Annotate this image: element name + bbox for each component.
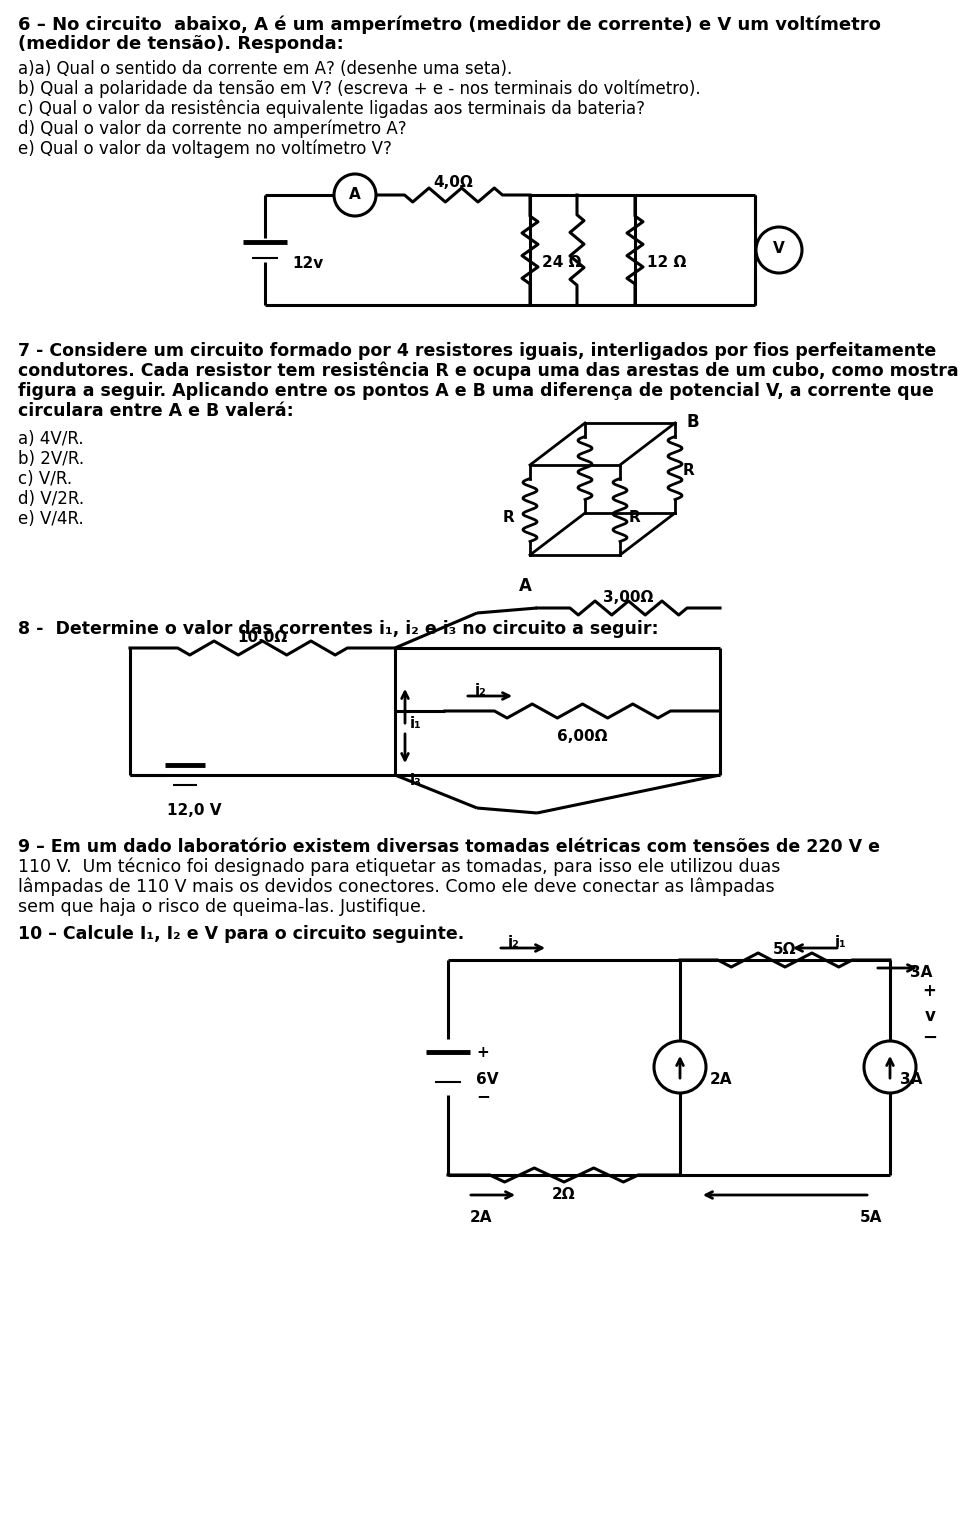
Text: 7 - Considere um circuito formado por 4 resistores iguais, interligados por fios: 7 - Considere um circuito formado por 4 …	[18, 342, 936, 360]
Text: i₂: i₂	[508, 935, 519, 950]
Text: i₂: i₂	[475, 682, 487, 698]
Text: condutores. Cada resistor tem resistência R e ocupa uma das arestas de um cubo, : condutores. Cada resistor tem resistênci…	[18, 362, 960, 380]
Text: 10,0Ω: 10,0Ω	[237, 629, 287, 644]
Text: sem que haja o risco de queima-las. Justifique.: sem que haja o risco de queima-las. Just…	[18, 898, 426, 917]
Text: +: +	[922, 982, 936, 1000]
Text: A: A	[349, 187, 361, 202]
Text: 12v: 12v	[292, 255, 324, 271]
Text: a) 4V/R.: a) 4V/R.	[18, 430, 84, 448]
Text: v: v	[925, 1008, 936, 1024]
Text: 8 -  Determine o valor das correntes i₁, i₂ e i₃ no circuito a seguir:: 8 - Determine o valor das correntes i₁, …	[18, 620, 659, 638]
Text: d) Qual o valor da corrente no amperímetro A?: d) Qual o valor da corrente no amperímet…	[18, 120, 407, 138]
Circle shape	[756, 226, 802, 274]
Text: 6 – No circuito  abaixo, A é um amperímetro (medidor de corrente) e V um voltíme: 6 – No circuito abaixo, A é um amperímet…	[18, 17, 881, 35]
Text: 9 – Em um dado laboratório existem diversas tomadas elétricas com tensões de 220: 9 – Em um dado laboratório existem diver…	[18, 838, 880, 856]
Text: A: A	[518, 578, 532, 594]
Text: d) V/2R.: d) V/2R.	[18, 489, 84, 508]
Text: 6V: 6V	[476, 1072, 498, 1087]
Text: 2A: 2A	[710, 1072, 732, 1087]
Circle shape	[334, 173, 376, 216]
Text: 5Ω: 5Ω	[773, 942, 797, 958]
Text: R: R	[628, 511, 640, 524]
Text: 12,0 V: 12,0 V	[167, 803, 222, 818]
Text: V: V	[773, 242, 785, 255]
Text: i₁: i₁	[410, 716, 421, 731]
Text: +: +	[476, 1046, 489, 1059]
Text: b) 2V/R.: b) 2V/R.	[18, 450, 84, 468]
Text: lâmpadas de 110 V mais os devidos conectores. Como ele deve conectar as lâmpadas: lâmpadas de 110 V mais os devidos conect…	[18, 879, 775, 897]
Text: e) V/4R.: e) V/4R.	[18, 511, 84, 527]
Text: a)a) Qual o sentido da corrente em A? (desenhe uma seta).: a)a) Qual o sentido da corrente em A? (d…	[18, 59, 513, 78]
Text: 3A: 3A	[910, 965, 932, 980]
Text: figura a seguir. Aplicando entre os pontos A e B uma diferença de potencial V, a: figura a seguir. Aplicando entre os pont…	[18, 382, 934, 400]
Text: 10 – Calcule I₁, I₂ e V para o circuito seguinte.: 10 – Calcule I₁, I₂ e V para o circuito …	[18, 926, 465, 942]
Text: i₁: i₁	[835, 935, 847, 950]
Text: b) Qual a polaridade da tensão em V? (escreva + e - nos terminais do voltímetro): b) Qual a polaridade da tensão em V? (es…	[18, 81, 701, 99]
Text: 4,0Ω: 4,0Ω	[433, 175, 473, 190]
Text: (medidor de tensão). Responda:: (medidor de tensão). Responda:	[18, 35, 344, 53]
Text: 6,00Ω: 6,00Ω	[557, 730, 608, 743]
Text: 3A: 3A	[900, 1072, 923, 1087]
Text: R: R	[502, 511, 514, 524]
Text: 5A: 5A	[860, 1210, 882, 1225]
Text: R: R	[684, 464, 695, 477]
Circle shape	[864, 1041, 916, 1093]
Text: 24 Ω: 24 Ω	[542, 255, 582, 271]
Text: e) Qual o valor da voltagem no voltímetro V?: e) Qual o valor da voltagem no voltímetr…	[18, 140, 392, 158]
Text: i₃: i₃	[410, 774, 421, 787]
Text: −: −	[476, 1087, 490, 1105]
Text: 2A: 2A	[470, 1210, 492, 1225]
Text: 12 Ω: 12 Ω	[647, 255, 686, 271]
Text: c) V/R.: c) V/R.	[18, 470, 72, 488]
Text: B: B	[687, 413, 700, 432]
Text: 3,00Ω: 3,00Ω	[603, 590, 653, 605]
Text: circulara entre A e B valerá:: circulara entre A e B valerá:	[18, 401, 294, 420]
Text: 2Ω: 2Ω	[552, 1187, 576, 1202]
Circle shape	[654, 1041, 706, 1093]
Text: 110 V.  Um técnico foi designado para etiquetar as tomadas, para isso ele utiliz: 110 V. Um técnico foi designado para eti…	[18, 857, 780, 877]
Text: −: −	[922, 1029, 937, 1047]
Text: c) Qual o valor da resistência equivalente ligadas aos terminais da bateria?: c) Qual o valor da resistência equivalen…	[18, 100, 645, 119]
